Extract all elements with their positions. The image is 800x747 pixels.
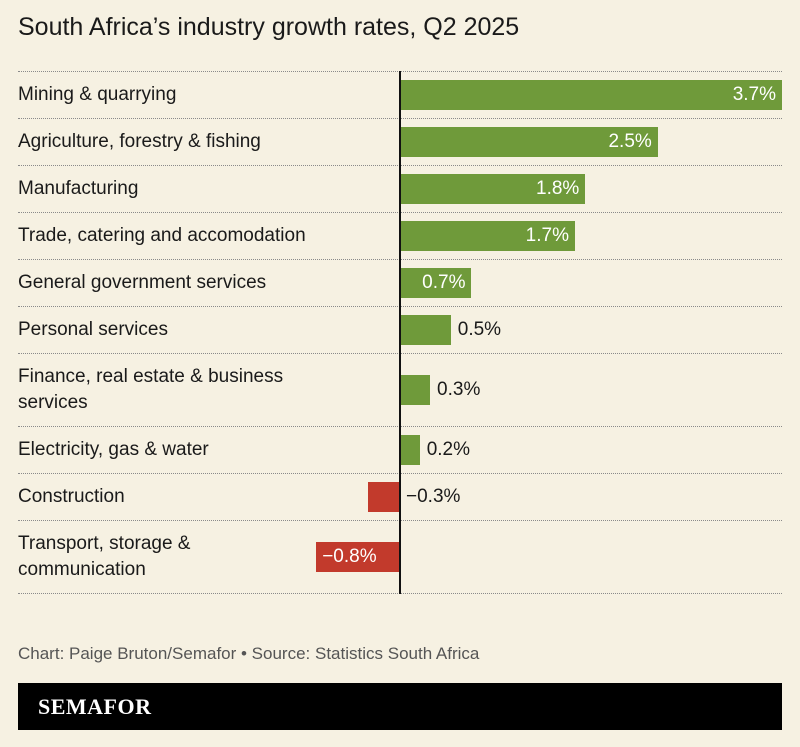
value-label: −0.8% — [322, 546, 377, 567]
bar — [399, 80, 782, 110]
category-label: Electricity, gas & water — [18, 439, 209, 460]
value-label: 0.5% — [457, 319, 502, 340]
bar — [399, 221, 575, 251]
bar — [399, 435, 420, 465]
category-label: General government services — [18, 272, 267, 293]
value-label: 2.5% — [608, 131, 652, 152]
row: Mining & quarrying 3.7% — [18, 72, 782, 119]
category-label: Personal services — [18, 319, 168, 340]
value-label: 1.7% — [525, 225, 569, 246]
source-note: Chart: Paige Bruton/Semafor • Source: St… — [18, 644, 480, 663]
value-label: 1.8% — [536, 178, 580, 199]
bar — [399, 174, 586, 204]
category-label: Agriculture, forestry & fishing — [18, 131, 261, 152]
bar — [367, 482, 399, 512]
row: Agriculture, forestry & fishing 2.5% — [18, 119, 782, 166]
value-label: 0.2% — [426, 439, 470, 460]
brand-bar: SEMAFOR — [18, 683, 782, 730]
bar — [399, 315, 451, 345]
row: Finance, real estate & business services… — [18, 354, 782, 427]
category-label: Construction — [18, 486, 125, 507]
brand-logo: SEMAFOR — [38, 694, 152, 719]
bar — [399, 375, 431, 405]
value-label: 3.7% — [732, 84, 776, 105]
category-label: Manufacturing — [18, 178, 139, 199]
bar — [399, 268, 472, 298]
value-label: 0.7% — [422, 272, 466, 293]
row: Trade, catering and accomodation 1.7% — [18, 213, 782, 260]
chart-title: South Africa’s industry growth rates, Q2… — [18, 13, 520, 41]
bar — [399, 127, 658, 157]
value-label: −0.3% — [406, 486, 461, 507]
category-label: Finance, real estate & business services — [18, 366, 284, 413]
category-label: Transport, storage & communication — [18, 533, 191, 580]
category-label: Mining & quarrying — [18, 84, 177, 105]
bar — [316, 542, 399, 572]
category-label: Trade, catering and accomodation — [18, 225, 306, 246]
value-label: 0.3% — [437, 379, 481, 400]
zero-line — [399, 71, 401, 594]
